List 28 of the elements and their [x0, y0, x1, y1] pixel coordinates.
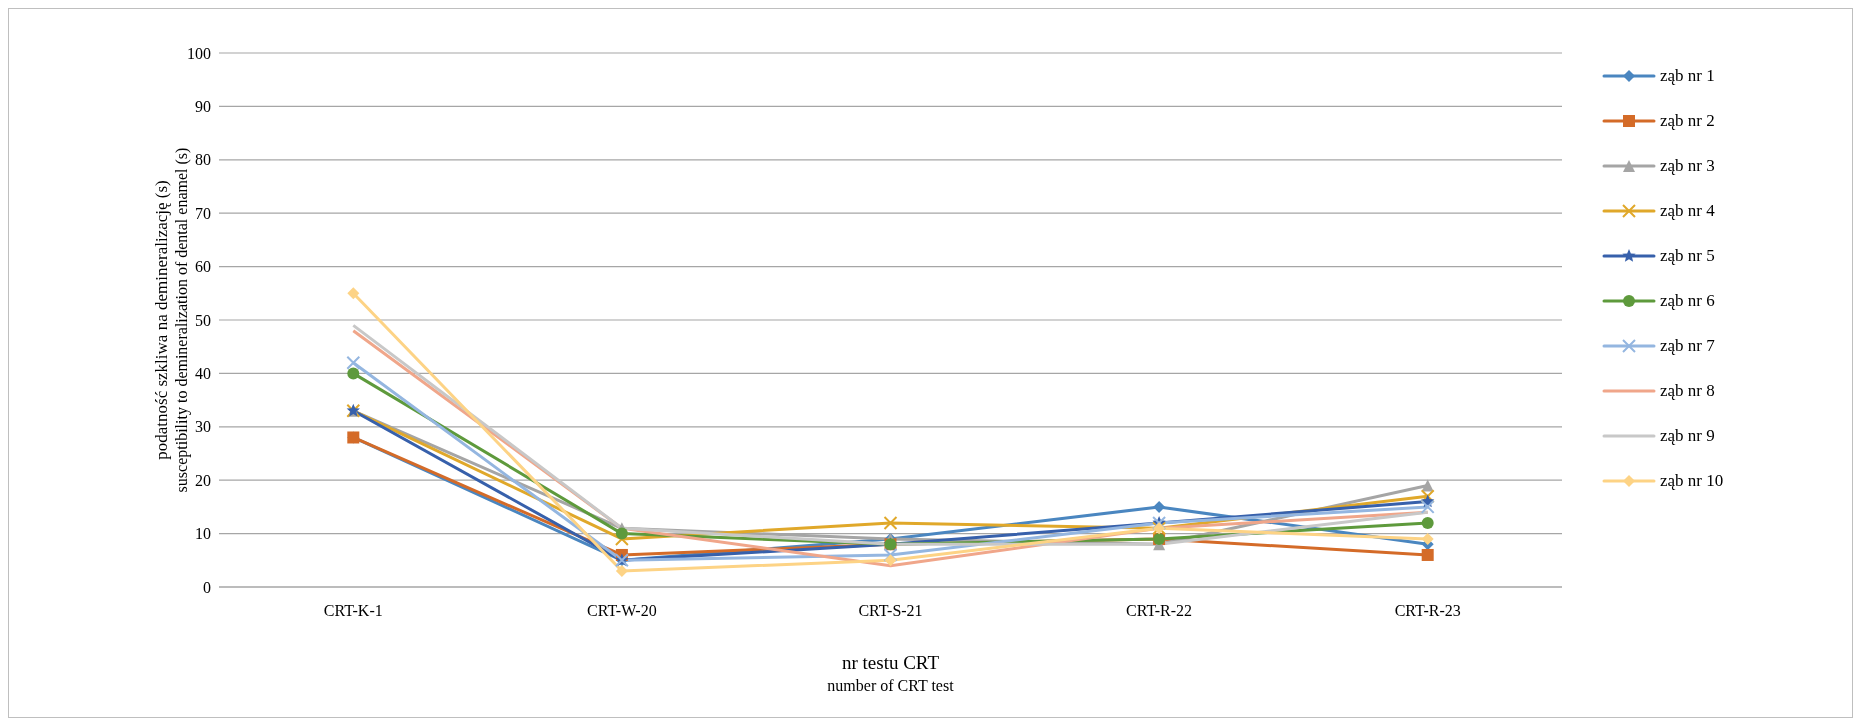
- legend-label: ząb nr 3: [1660, 155, 1715, 176]
- y-tick-label: 80: [195, 151, 211, 169]
- legend-label: ząb nr 6: [1660, 290, 1715, 311]
- y-tick-label: 50: [195, 311, 211, 329]
- x-tick-label: CRT-S-21: [858, 602, 923, 620]
- legend-label: ząb nr 9: [1660, 425, 1715, 446]
- legend-label: ząb nr 4: [1660, 200, 1715, 221]
- y-tick-label: 60: [195, 258, 211, 276]
- legend-label: ząb nr 10: [1660, 470, 1724, 491]
- legend-label: ząb nr 1: [1660, 65, 1715, 86]
- y-tick-label: 20: [195, 471, 211, 489]
- y-tick-label: 40: [195, 365, 211, 383]
- x-tick-label: CRT-W-20: [587, 602, 657, 620]
- y-tick-label: 90: [195, 98, 211, 116]
- y-tick-label: 100: [187, 44, 211, 62]
- x-tick-label: CRT-R-22: [1126, 602, 1193, 620]
- legend-label: ząb nr 5: [1660, 245, 1715, 266]
- y-tick-label: 30: [195, 418, 211, 436]
- y-tick-label: 0: [203, 578, 211, 596]
- legend-label: ząb nr 8: [1660, 380, 1715, 401]
- legend-label: ząb nr 7: [1660, 335, 1715, 356]
- x-tick-label: CRT-R-23: [1394, 602, 1461, 620]
- y-axis-title: podatność szkliwa na demineralizację (s) susceptibility to demineralization of dental enamel (s): [152, 147, 191, 493]
- y-tick-label: 10: [195, 525, 211, 543]
- x-axis-title: nr testu CRT number of CRT test: [827, 652, 955, 694]
- legend-label: ząb nr 2: [1660, 110, 1715, 131]
- y-tick-label: 70: [195, 204, 211, 222]
- x-tick-label: CRT-K-1: [323, 602, 383, 620]
